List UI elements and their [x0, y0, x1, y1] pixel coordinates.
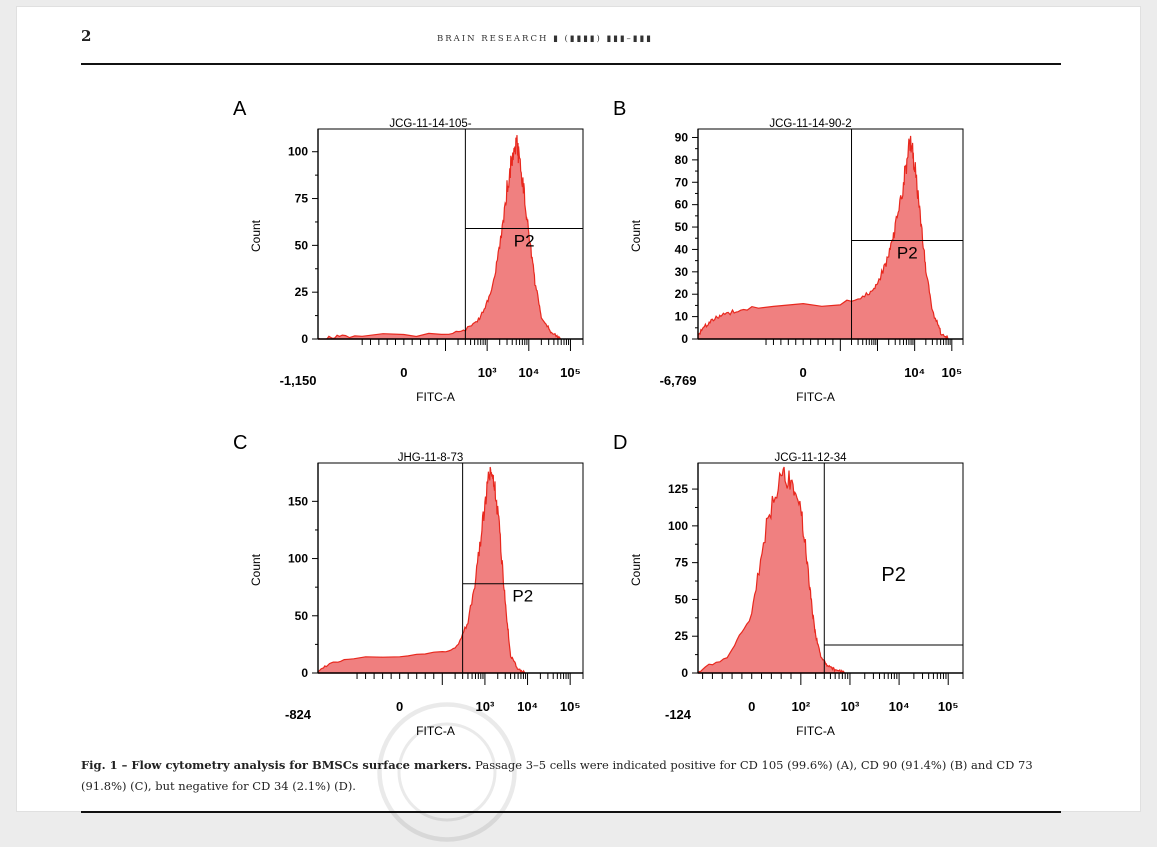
- x-tick-label: 10²: [791, 699, 810, 714]
- journal-header: BRAIN RESEARCH ▮ (▮▮▮▮) ▮▮▮–▮▮▮: [437, 34, 653, 44]
- y-tick-label: 0: [301, 332, 308, 346]
- x-tick-label: 0: [396, 699, 403, 714]
- y-axis-title: Count: [629, 219, 643, 252]
- x-tick-label: 10⁵: [938, 699, 959, 714]
- histogram-d: D JCG-11-12-34 P2 0 25 50 75 100 125 -124 0 10² 10³ 1…: [613, 432, 964, 738]
- x-tick-label: 10³: [841, 699, 860, 714]
- y-axis-title: Count: [249, 219, 263, 252]
- y-tick-label: 50: [295, 609, 309, 623]
- y-tick-label: 100: [668, 519, 688, 533]
- y-tick-label: 20: [675, 287, 689, 301]
- y-tick-label: 90: [675, 130, 689, 144]
- x-tick-label: 10⁴: [517, 699, 538, 714]
- caption-text: Passage 3–5 cells were indicated positiv…: [81, 758, 1033, 793]
- y-tick-label: 50: [675, 592, 689, 606]
- plot-title: JCG-11-14-90-2: [769, 118, 851, 130]
- x-tick-label: 0: [400, 365, 407, 380]
- y-axis-title: Count: [249, 553, 263, 586]
- x-axis-title: FITC-A: [416, 724, 455, 738]
- y-tick-label: 10: [675, 310, 689, 324]
- histogram-area: [697, 135, 949, 341]
- gate-label: P2: [514, 232, 535, 251]
- histogram-c: C JHG-11-8-73 P2 0 50 100 150 -824 0 10³ 10⁴ 10⁵ FIT…: [233, 432, 584, 738]
- y-tick-label: 30: [675, 265, 689, 279]
- y-tick-label: 40: [675, 242, 689, 256]
- header-rule: [81, 63, 1061, 65]
- y-tick-label: 150: [288, 494, 308, 508]
- gate-label: P2: [512, 587, 533, 606]
- x-tick-label: -1,150: [280, 373, 317, 388]
- x-tick-label: 10⁴: [518, 365, 539, 380]
- y-tick-label: 75: [675, 556, 689, 570]
- y-tick-label: 100: [288, 552, 308, 566]
- footer-rule: [81, 811, 1061, 813]
- y-axis-title: Count: [629, 553, 643, 586]
- y-tick-label: 80: [675, 153, 689, 167]
- x-axis-title: FITC-A: [796, 390, 835, 404]
- y-tick-label: 25: [295, 285, 309, 299]
- gate-label: P2: [881, 564, 905, 586]
- panel-letter: B: [613, 98, 626, 120]
- x-tick-label: -124: [665, 707, 692, 722]
- y-tick-label: 25: [675, 629, 689, 643]
- y-tick-label: 0: [681, 666, 688, 680]
- plot-title: JCG-11-14-105-: [389, 118, 471, 130]
- x-tick-label: -6,769: [660, 373, 697, 388]
- x-tick-label: 0: [800, 365, 807, 380]
- panel-b: B JCG-11-14-90-2 P2 0 10 20 30 40 50 60 70 80 90 -6,7…: [583, 85, 983, 425]
- y-tick-label: 0: [301, 666, 308, 680]
- y-tick-label: 60: [675, 198, 689, 212]
- x-tick-label: 10⁵: [560, 699, 581, 714]
- panel-letter: A: [233, 98, 247, 120]
- panel-d: D JCG-11-12-34 P2 0 25 50 75 100 125 -124 0 10² 10³ 1…: [583, 419, 983, 759]
- x-tick-label: 10⁴: [889, 699, 910, 714]
- x-tick-label: 10⁵: [560, 365, 581, 380]
- x-axis-title: FITC-A: [416, 390, 455, 404]
- panel-c: C JHG-11-8-73 P2 0 50 100 150 -824 0 10³ 10⁴ 10⁵ FIT…: [203, 419, 603, 759]
- panel-a: A JCG-11-14-105- P2 0 25 50 75 100 -1,150 0 10³ 10⁴…: [203, 85, 603, 425]
- x-axis-title: FITC-A: [796, 724, 835, 738]
- histogram-area: [696, 466, 846, 675]
- panel-letter: D: [613, 432, 627, 454]
- page-number: 2: [81, 27, 92, 45]
- y-tick-label: 70: [675, 175, 689, 189]
- y-tick-label: 50: [675, 220, 689, 234]
- plot-frame: [317, 462, 584, 674]
- x-tick-label: 10⁴: [904, 365, 925, 380]
- panel-letter: C: [233, 432, 247, 454]
- x-tick-label: 0: [748, 699, 755, 714]
- histogram-area: [317, 135, 562, 340]
- y-tick-label: 100: [288, 145, 308, 159]
- histogram-area: [317, 466, 526, 674]
- histogram-b: B JCG-11-14-90-2 P2 0 10 20 30 40 50 60 70 80 90 -6,7…: [613, 98, 964, 404]
- x-tick-label: 10⁵: [942, 365, 963, 380]
- x-tick-label: -824: [285, 707, 312, 722]
- y-tick-label: 125: [668, 482, 688, 496]
- y-tick-label: 75: [295, 192, 309, 206]
- caption-label: Fig. 1 – Flow cytometry analysis for BMS…: [81, 758, 472, 772]
- y-tick-label: 50: [295, 238, 309, 252]
- plot-frame: [317, 128, 584, 340]
- plot-title: JHG-11-8-73: [398, 452, 464, 464]
- y-tick-label: 0: [681, 332, 688, 346]
- x-tick-label: 10³: [476, 699, 495, 714]
- figure-caption: Fig. 1 – Flow cytometry analysis for BMS…: [81, 755, 1071, 797]
- plot-title: JCG-11-12-34: [774, 452, 847, 464]
- x-tick-label: 10³: [478, 365, 497, 380]
- gate-label: P2: [897, 243, 918, 262]
- histogram-a: A JCG-11-14-105- P2 0 25 50 75 100 -1,150 0 10³ 10⁴…: [233, 98, 584, 404]
- article-page: 2 BRAIN RESEARCH ▮ (▮▮▮▮) ▮▮▮–▮▮▮ A JCG-1…: [16, 6, 1141, 842]
